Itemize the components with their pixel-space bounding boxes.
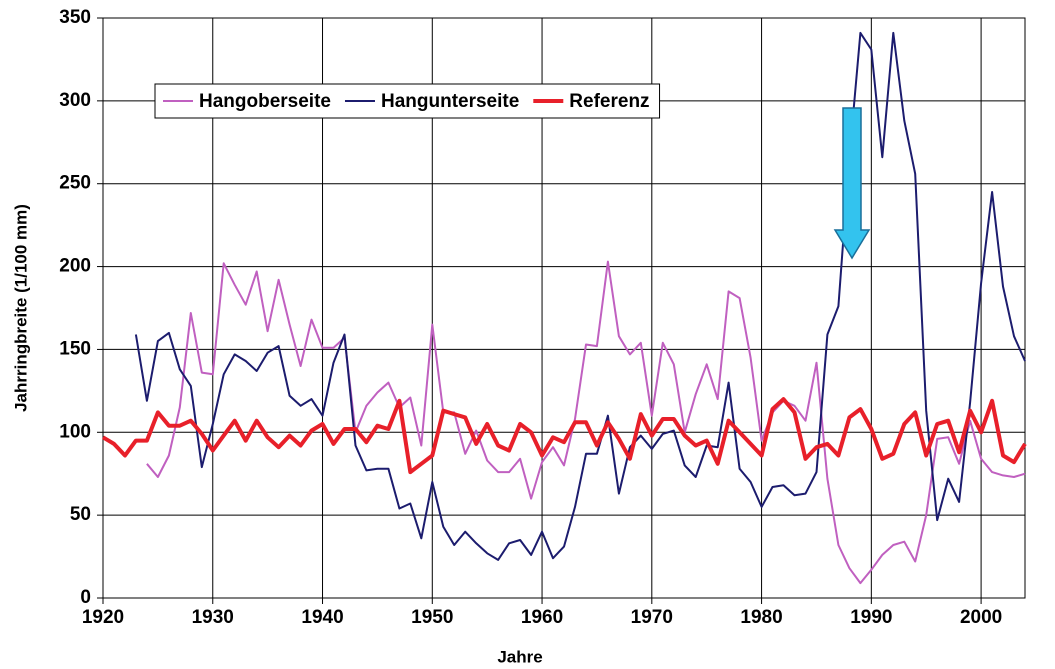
legend-label: Referenz	[569, 91, 649, 112]
y-tick-label: 150	[59, 338, 91, 359]
x-tick-label: 1960	[521, 607, 563, 628]
x-tick-label: 2000	[960, 607, 1002, 628]
x-tick-label: 1950	[411, 607, 453, 628]
x-tick-label: 1940	[301, 607, 343, 628]
y-tick-label: 200	[59, 256, 91, 277]
y-tick-label: 100	[59, 421, 91, 442]
x-tick-label: 1970	[631, 607, 673, 628]
legend-label: Hangoberseite	[199, 91, 331, 112]
y-tick-label: 300	[59, 90, 91, 111]
legend: Hangoberseite Hangunterseite Referenz	[154, 83, 661, 119]
x-tick-label: 1920	[82, 607, 124, 628]
series-line	[146, 260, 1026, 585]
y-tick-label: 0	[80, 587, 91, 608]
legend-label: Hangunterseite	[381, 91, 519, 112]
x-tick-label: 1980	[740, 607, 782, 628]
arrow-annotation	[833, 107, 871, 260]
y-tick-label: 50	[70, 504, 91, 525]
y-tick-label: 250	[59, 173, 91, 194]
x-tick-label: 1930	[192, 607, 234, 628]
legend-box	[154, 83, 661, 119]
lines	[101, 31, 1027, 585]
series-line	[101, 397, 1027, 475]
series-line	[134, 31, 1026, 561]
x-tick-label: 1990	[850, 607, 892, 628]
y-tick-label: 350	[59, 7, 91, 28]
x-axis-label: Jahre	[497, 647, 542, 666]
y-axis-label: Jahrringbreite (1/100 mm)	[11, 204, 30, 412]
